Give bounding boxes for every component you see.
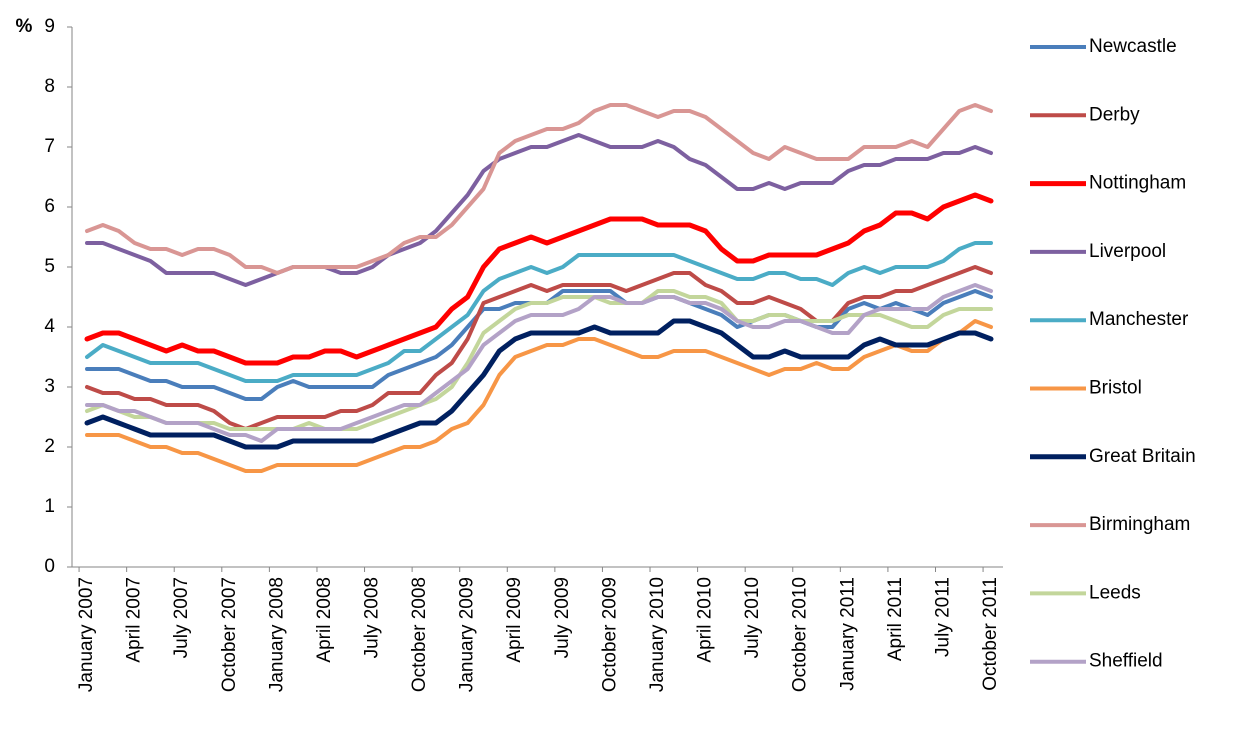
x-tick-label: October 2007 xyxy=(219,577,240,692)
x-tick-label: April 2010 xyxy=(695,577,716,663)
legend-label: Newcastle xyxy=(1089,36,1177,57)
series-line xyxy=(85,289,993,401)
y-axis-label: % xyxy=(16,16,33,37)
y-tick-label: 4 xyxy=(44,316,55,337)
series-line xyxy=(85,319,993,473)
y-tick-label: 1 xyxy=(44,496,55,517)
series-line xyxy=(85,133,993,287)
x-tick-label: July 2010 xyxy=(742,577,763,658)
x-tick-label: April 2008 xyxy=(314,577,335,663)
series-line xyxy=(85,283,993,443)
series-line xyxy=(85,289,993,431)
y-tick-label: 3 xyxy=(44,376,55,397)
legend-label: Leeds xyxy=(1089,582,1141,603)
x-tick-label: January 2010 xyxy=(647,577,668,692)
legend-label: Manchester xyxy=(1089,309,1189,330)
x-tick-label: January 2008 xyxy=(266,577,287,692)
legend-label: Liverpool xyxy=(1089,241,1166,262)
x-tick-label: October 2009 xyxy=(599,577,620,692)
legend-label: Sheffield xyxy=(1089,651,1163,672)
x-tick-label: October 2008 xyxy=(409,577,430,692)
series-line xyxy=(85,265,993,431)
x-tick-label: October 2010 xyxy=(790,577,811,692)
x-tick-label: July 2008 xyxy=(361,577,382,658)
x-tick-label: January 2007 xyxy=(76,577,97,692)
y-tick-label: 5 xyxy=(44,256,55,277)
y-tick-label: 6 xyxy=(44,196,55,217)
y-tick-label: 0 xyxy=(44,556,55,577)
series-line xyxy=(85,103,993,275)
x-tick-label: April 2011 xyxy=(885,577,906,661)
x-tick-label: July 2009 xyxy=(552,577,573,658)
x-tick-label: July 2007 xyxy=(171,577,192,658)
y-tick-label: 7 xyxy=(44,136,55,157)
x-tick-label: April 2009 xyxy=(504,577,525,663)
x-tick-label: January 2011 xyxy=(837,577,858,691)
x-tick-label: April 2007 xyxy=(124,577,145,663)
y-tick-label: 8 xyxy=(44,76,55,97)
series-line xyxy=(85,241,993,383)
series-line xyxy=(84,318,994,450)
y-tick-label: 9 xyxy=(44,16,55,37)
legend-label: Derby xyxy=(1089,104,1140,125)
x-tick-label: July 2011 xyxy=(932,577,953,657)
legend-label: Great Britain xyxy=(1089,446,1196,467)
legend-label: Birmingham xyxy=(1089,514,1190,535)
x-tick-label: October 2011 xyxy=(980,577,1001,691)
legend-label: Bristol xyxy=(1089,378,1142,399)
legend-label: Nottingham xyxy=(1089,173,1186,194)
series-line xyxy=(84,192,994,366)
x-tick-label: January 2009 xyxy=(457,577,478,692)
y-tick-label: 2 xyxy=(44,436,55,457)
